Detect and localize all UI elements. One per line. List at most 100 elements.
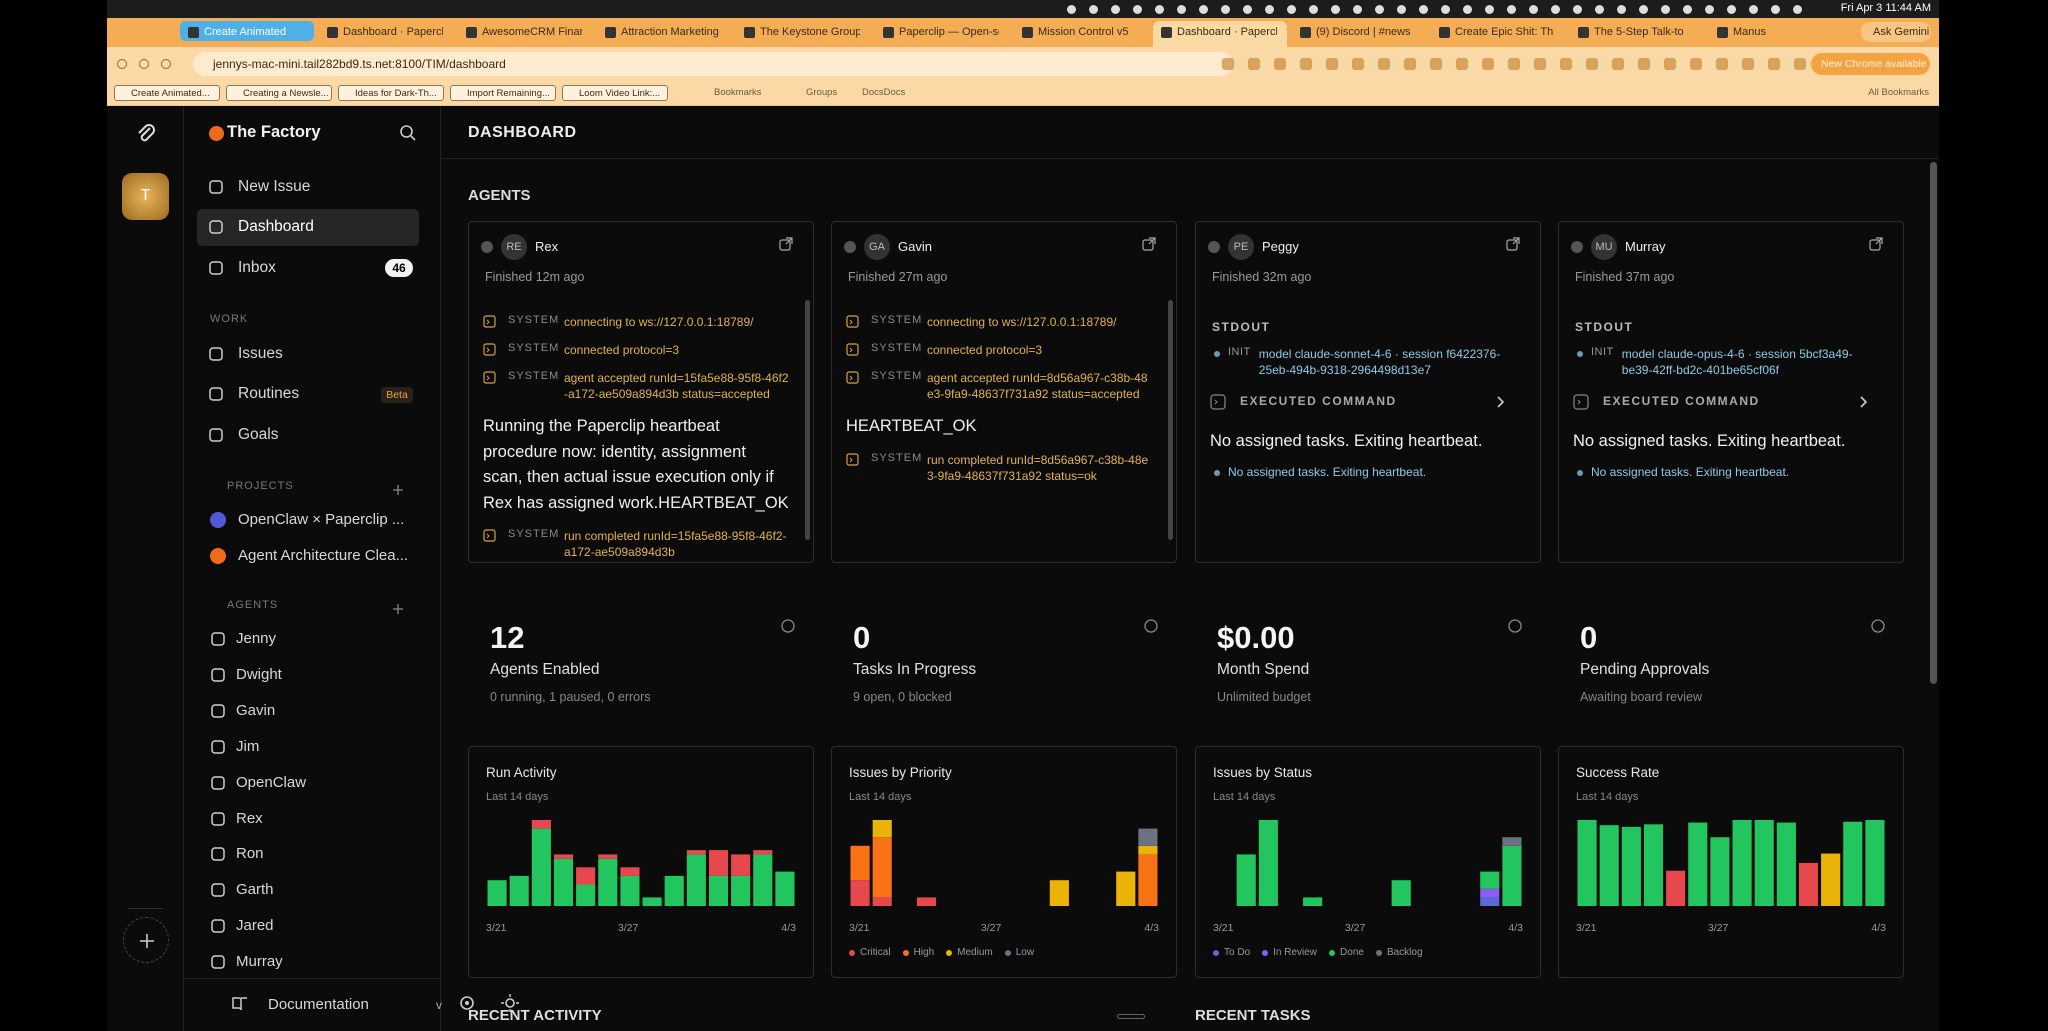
bookmark-link[interactable]: Groups [806,87,838,98]
agent-name[interactable]: Murray [1625,239,1666,254]
extension-icon[interactable] [1534,58,1546,70]
update-button[interactable]: New Chrome available [1811,53,1930,75]
stdout-row[interactable]: STDOUT [1212,320,1271,334]
extension-icon[interactable] [1768,58,1780,70]
command-row[interactable]: EXECUTED COMMAND [1210,392,1516,422]
browser-tab[interactable]: Create Animated [180,21,314,41]
company-name[interactable]: The Factory [227,123,321,141]
browser-tab[interactable]: Dashboard · Papercli [319,21,453,47]
browser-tab[interactable]: Attraction Marketing [597,21,731,47]
extension-icon[interactable] [1456,58,1468,70]
agent-item[interactable]: Jenny [236,630,277,647]
nav-item[interactable]: Dashboard [238,218,314,235]
bookmark-chip[interactable]: Ideas for Dark-Th... [338,85,444,101]
nav-button[interactable] [139,59,149,69]
bookmark-link[interactable]: Bookmarks [714,87,762,98]
agent-item[interactable]: Jared [236,917,274,935]
legend-dot [1262,949,1269,956]
company-avatar[interactable]: T [122,173,169,220]
extension-icon[interactable] [1612,58,1624,70]
agent-item[interactable]: Dwight [236,665,282,683]
stat-icon [781,619,795,633]
extension-icon[interactable] [1716,58,1728,70]
bookmark-chip[interactable]: Creating a Newsle... [226,85,332,101]
tab-favicon [883,27,894,38]
nav-item[interactable]: Issues [238,345,283,362]
bookmark-chip[interactable]: Loom Video Link:... [562,85,668,101]
extension-icon[interactable] [1326,58,1338,70]
legend-item: Low [1004,947,1034,958]
url-box[interactable]: jennys-mac-mini.tail282bd9.ts.net:8100/T… [193,52,1233,76]
browser-tab[interactable]: Mission Control v5 [1014,21,1148,47]
agent-item[interactable]: Garth [236,881,274,899]
browser-tab[interactable]: Manus [1709,21,1843,47]
agent-item[interactable]: Rex [236,809,263,827]
status-icon [1771,5,1780,14]
chart-card: Success Rate Last 14 days 3/21 3/27 4/3 [1558,746,1904,978]
extension-icon[interactable] [1508,58,1520,70]
command-label: EXECUTED COMMAND [1603,394,1760,408]
log-text: connecting to ws://127.0.0.1:18789/ [564,315,754,329]
docs-row[interactable]: Documentation v [231,986,442,1026]
extension-icon[interactable] [1690,58,1702,70]
legend-label: High [913,947,935,958]
browser-tab[interactable]: Dashboard · Paperclip [1153,21,1287,47]
chevron [1860,396,1868,408]
extension-icon[interactable] [1352,58,1364,70]
add-company-button[interactable] [123,917,169,963]
extension-icon[interactable] [1222,58,1234,70]
browser-tab[interactable]: The Keystone Group [736,21,870,47]
extension-icon[interactable] [1404,58,1416,70]
bar [708,850,729,876]
bookmark-chip[interactable]: Create Animated... [114,85,220,101]
extension-icon[interactable] [1378,58,1390,70]
extension-icon[interactable] [1638,58,1650,70]
extension-icon[interactable] [1586,58,1598,70]
status-dot [481,241,493,253]
chart-card: Issues by Priority Last 14 days 3/21 3/27 4/… [831,746,1177,978]
agent-item[interactable]: Jim [236,737,260,755]
bookmark-chip[interactable]: Import Remaining... [450,85,556,101]
browser-tab[interactable]: Paperclip — Open-so [875,21,1009,47]
nav-item[interactable]: New Issue [238,178,311,195]
extension-icon[interactable] [1248,58,1260,70]
x-label: 3/21 [1213,922,1234,934]
project-item[interactable]: OpenClaw × Paperclip ... [238,511,405,528]
nav-button[interactable] [117,59,127,69]
browser-tab[interactable]: AwesomeCRM Finar [458,21,592,47]
nav-item[interactable]: Goals [238,426,279,443]
agent-item[interactable]: Gavin [236,701,276,719]
status-icon [1331,5,1340,14]
agent-name[interactable]: Rex [535,239,559,254]
stdout-row[interactable]: STDOUT [1575,320,1634,334]
nav-item[interactable]: Routines [238,385,300,402]
extension-icon[interactable] [1794,58,1806,70]
project-item[interactable]: Agent Architecture Clea... [238,547,409,564]
agent-name[interactable]: Gavin [898,239,932,254]
browser-tab[interactable]: (9) Discord | #news [1292,21,1426,47]
log-kind: SYSTEM [871,314,923,326]
bookmark-link[interactable]: DocsDocs [862,87,906,98]
browser-tab[interactable]: The 5-Step Talk-to [1570,21,1704,47]
nav-button[interactable] [161,59,171,69]
all-bookmarks[interactable]: All Bookmarks [1868,87,1929,98]
status-icon [1529,5,1538,14]
extension-icon[interactable] [1482,58,1494,70]
extension-icon[interactable] [1300,58,1312,70]
bar [1138,845,1158,855]
log-text: connected protocol=3 [927,343,1043,357]
extension-icon[interactable] [1664,58,1676,70]
nav-item[interactable]: Inbox [238,259,276,276]
agent-item[interactable]: Ron [236,845,264,863]
extension-icon[interactable] [1430,58,1442,70]
extension-icon[interactable] [1274,58,1286,70]
extension-icon[interactable] [1560,58,1572,70]
browser-tab[interactable]: Create Epic Shit: Th [1431,21,1565,47]
agent-name[interactable]: Peggy [1262,239,1299,254]
note-text: No assigned tasks. Exiting heartbeat. [1228,465,1427,479]
ask-gemini-button[interactable]: Ask Gemini [1861,22,1931,42]
command-row[interactable]: EXECUTED COMMAND [1573,392,1879,422]
agent-item[interactable]: OpenClaw [236,773,307,791]
extension-icon[interactable] [1742,58,1754,70]
agent-item[interactable]: Murray [236,953,283,971]
